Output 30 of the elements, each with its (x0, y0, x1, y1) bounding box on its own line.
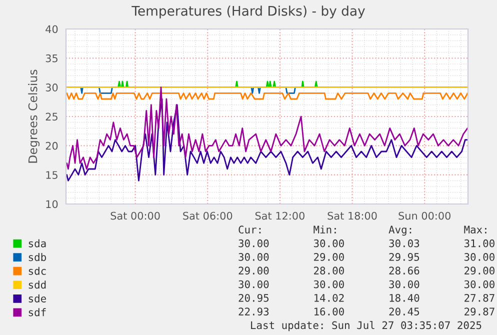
text: 30.00 30.00 30.03 31.00 (238, 239, 494, 248)
legend-label: sdd (28, 280, 46, 289)
x-tick-label: Sat 00:00 (110, 212, 160, 220)
y-tick-label: 25 (46, 112, 58, 121)
y-tick-label: 10 (46, 200, 58, 208)
legend-label: sde (28, 294, 46, 302)
x-tick-label: Sat 12:00 (255, 212, 304, 220)
y-tick-label: 30 (46, 84, 58, 92)
text: 30.00 29.00 29.95 30.00 (238, 253, 494, 261)
line-series (66, 98, 468, 182)
y-tick-label: 40 (46, 25, 58, 34)
y-tick-label: 15 (46, 171, 58, 179)
text: 20.95 14.02 18.40 27.87 (238, 294, 494, 302)
text: Last update: Sun Jul 27 03:35:07 2025 (251, 321, 482, 332)
legend-label: sda (28, 239, 46, 248)
text: Cur: Min: Avg: Max: (238, 225, 486, 236)
legend-label: sdc (28, 266, 46, 275)
legend-label: sdb (28, 253, 46, 262)
y-tick-label: 35 (46, 54, 58, 62)
text: 22.93 16.00 20.45 29.87 (238, 308, 494, 316)
x-tick-label: Sat 18:00 (328, 212, 377, 220)
y-axis-title: Degrees Celsius (28, 70, 40, 163)
y-tick-label: 20 (46, 142, 58, 150)
text: 30.00 30.00 30.00 30.00 (238, 280, 494, 288)
chart-title: Temperatures (Hard Disks) - by day (132, 6, 365, 18)
x-tick-label: Sat 06:00 (183, 212, 232, 220)
legend-label: sdf (28, 308, 46, 316)
line-series (66, 86, 468, 170)
x-tick-label: Sun 00:00 (398, 212, 450, 220)
text: 29.00 28.00 28.66 29.00 (238, 266, 494, 275)
